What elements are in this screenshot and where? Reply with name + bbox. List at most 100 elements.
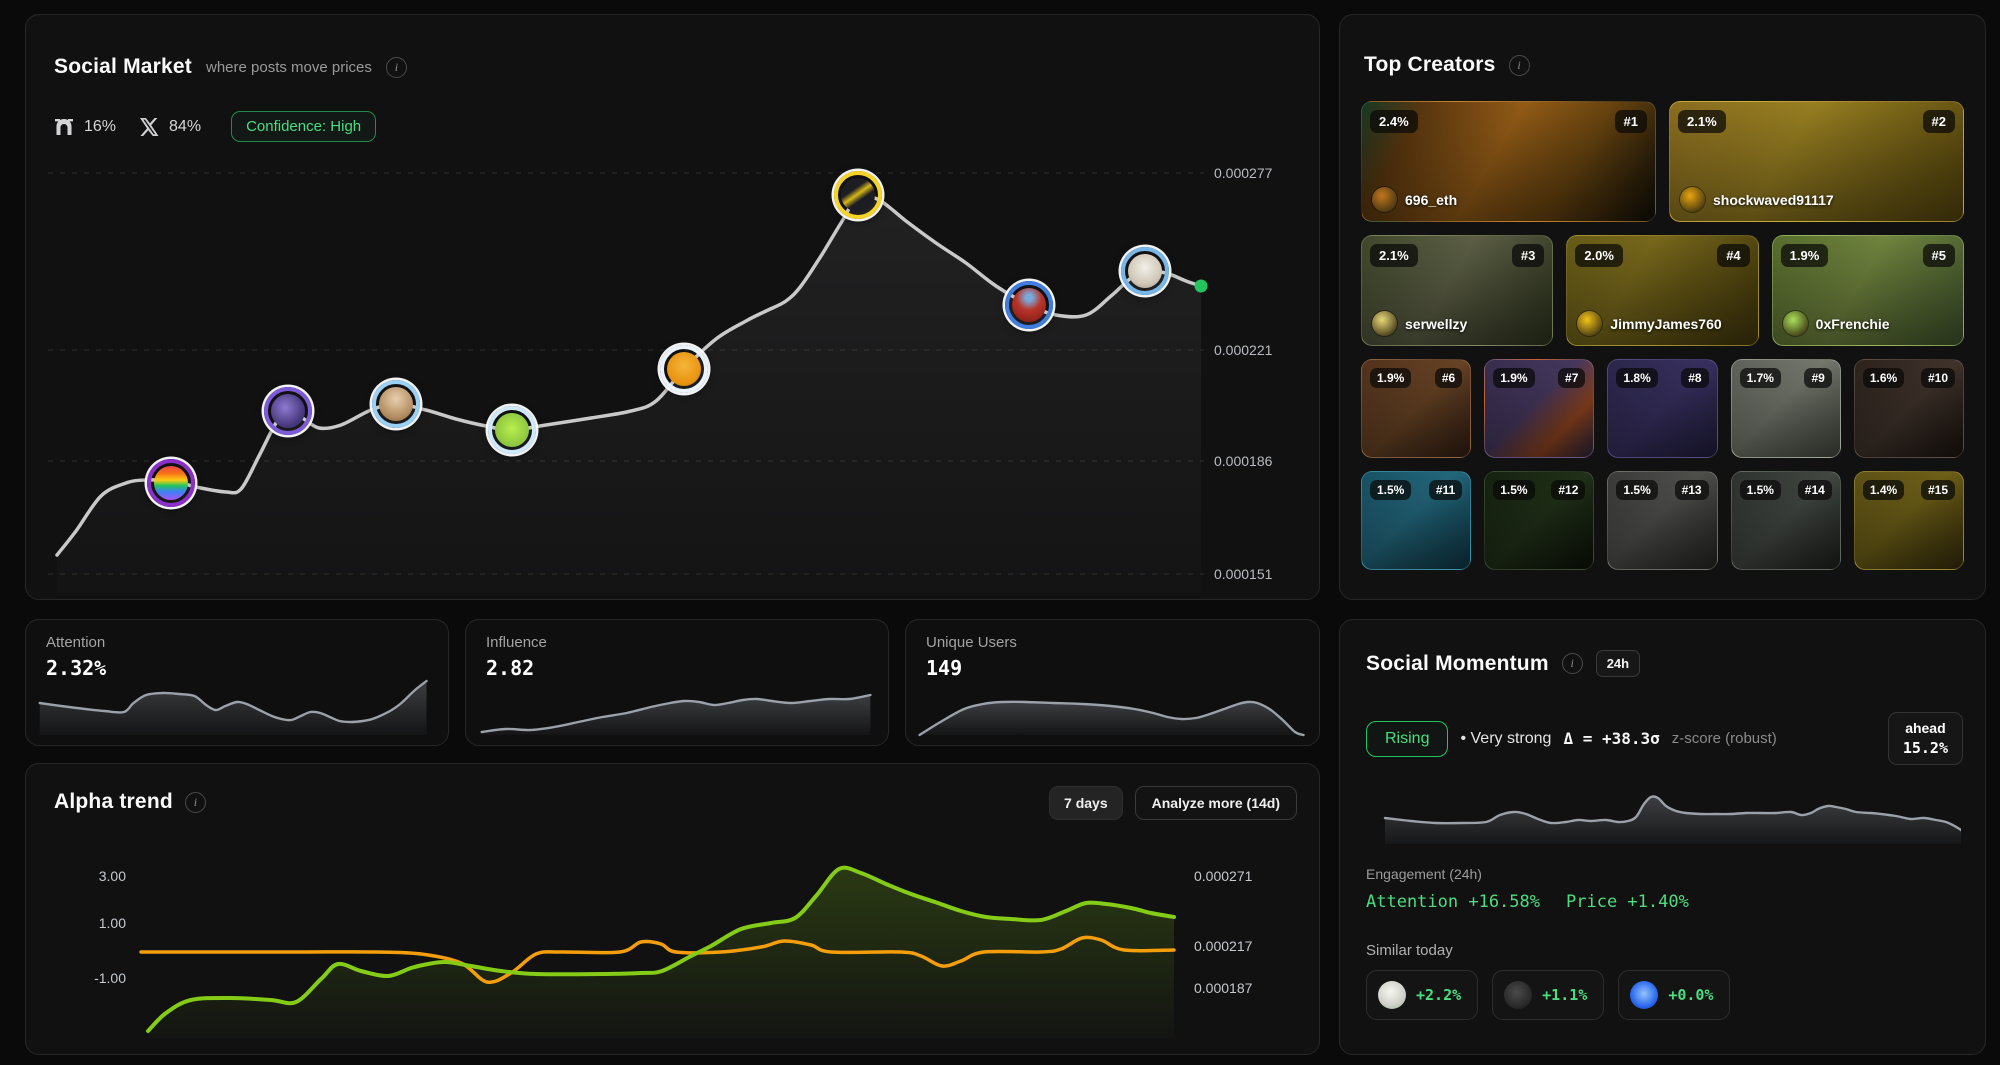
creator-card-14[interactable]: 1.5% #14: [1730, 471, 1841, 570]
creator-avatar-marker-3[interactable]: [372, 380, 420, 428]
analyze-more-button[interactable]: Analyze more (14d): [1134, 786, 1297, 820]
avatar-image: [154, 466, 188, 500]
creator-card-5[interactable]: 1.9% #5 0xFrenchie: [1771, 235, 1964, 346]
creator-card-11[interactable]: 1.5% #11: [1361, 471, 1472, 570]
similar-chip-2[interactable]: +1.1%: [1492, 970, 1605, 1020]
creator-avatar-marker-8[interactable]: [1121, 247, 1169, 295]
creator-card-6[interactable]: 1.9% #6: [1361, 359, 1472, 458]
creators-row: 1.5% #11 1.5% #12 1.5% #13 1.5% #14 1.4% #15: [1361, 471, 1965, 570]
creator-rank-badge: #1: [1614, 110, 1647, 133]
loop-avatar: [1504, 981, 1533, 1009]
similar-chip-3[interactable]: +0.0%: [1618, 970, 1731, 1020]
ahead-label: ahead: [1905, 720, 1946, 736]
creator-pct-badge: 1.4%: [1862, 480, 1905, 500]
similar-pct: +0.0%: [1668, 986, 1714, 1004]
metric-label: Unique Users: [926, 634, 1017, 651]
avatar-image: [1012, 288, 1046, 322]
info-icon[interactable]: i: [184, 791, 206, 813]
similar-chip-1[interactable]: +2.2%: [1366, 970, 1479, 1020]
creator-card-8[interactable]: 1.8% #8: [1607, 359, 1718, 458]
creator-rank-badge: #8: [1681, 368, 1709, 388]
creator-name-row: 696_eth: [1372, 187, 1457, 212]
range-7days-button[interactable]: 7 days: [1049, 786, 1123, 820]
svg-text:0.000217: 0.000217: [1194, 938, 1253, 954]
avatar-image: [379, 387, 413, 421]
creator-name: 0xFrenchie: [1815, 315, 1890, 332]
creator-name: serwellzy: [1405, 315, 1468, 332]
metric-value: 2.82: [486, 656, 535, 680]
creator-pct-badge: 1.6%: [1862, 368, 1905, 388]
svg-text:1.00: 1.00: [99, 915, 126, 931]
creator-card-10[interactable]: 1.6% #10: [1853, 359, 1965, 458]
social-momentum-panel: Social Momentum i 24h Rising • Very stro…: [1339, 619, 1986, 1055]
creator-rank-badge: #2: [1922, 110, 1955, 133]
price-change: Price +1.40%: [1566, 892, 1689, 912]
creator-avatar-marker-1[interactable]: [147, 459, 195, 507]
creator-card-12[interactable]: 1.5% #12: [1484, 471, 1595, 570]
confidence-badge: Confidence: High: [231, 111, 377, 142]
creator-pct-badge: 1.9%: [1370, 368, 1412, 388]
svg-text:0.000151: 0.000151: [1214, 566, 1273, 582]
creator-name: 696_eth: [1405, 191, 1458, 208]
window-24h-badge[interactable]: 24h: [1595, 650, 1641, 677]
creator-card-4[interactable]: 2.0% #4 JimmyJames760: [1566, 235, 1759, 346]
ahead-value: 15.2%: [1902, 738, 1948, 757]
creator-avatar: [1680, 187, 1705, 212]
creator-card-2[interactable]: 2.1% #2 shockwaved91117: [1669, 101, 1964, 222]
creator-avatar-marker-2[interactable]: [264, 387, 312, 435]
creator-card-15[interactable]: 1.4% #15: [1853, 471, 1965, 570]
alpha-trend-title: Alpha trend: [54, 790, 173, 813]
svg-text:0.000221: 0.000221: [1214, 342, 1273, 358]
creator-name-row: serwellzy: [1372, 311, 1467, 336]
social-momentum-title: Social Momentum: [1366, 651, 1549, 675]
info-icon[interactable]: i: [1561, 653, 1583, 674]
top-creators-panel: Top Creators i 2.4% #1 696_eth 2.1% #2 shockw…: [1339, 14, 1986, 600]
svg-text:-1.00: -1.00: [94, 970, 126, 986]
attention-metric-panel: Attention 2.32%: [25, 619, 449, 746]
avatar-image: [271, 394, 305, 428]
creators-grid: 2.4% #1 696_eth 2.1% #2 shockwaved91117 2.1% #3…: [1361, 101, 1965, 570]
creator-avatar-marker-5[interactable]: [660, 345, 708, 393]
svg-text:0.000271: 0.000271: [1194, 868, 1253, 884]
x-icon: [140, 117, 159, 136]
creator-avatar-marker-7[interactable]: [1005, 281, 1053, 329]
creator-pct-badge: 1.5%: [1739, 480, 1781, 500]
avatar-image: [667, 352, 701, 386]
influence-metric-panel: Influence 2.82: [465, 619, 889, 746]
creator-pct-badge: 1.8%: [1616, 368, 1658, 388]
creator-rank-badge: #12: [1551, 480, 1586, 500]
avatar-image: [495, 413, 529, 447]
creator-card-1[interactable]: 2.4% #1 696_eth: [1361, 101, 1656, 222]
price-chart: 0.000277 0.000221 0.000186 0.000151: [48, 165, 1273, 593]
creator-rank-badge: #5: [1922, 244, 1955, 267]
social-market-subtitle: where posts move prices: [206, 58, 372, 76]
creator-name-row: 0xFrenchie: [1782, 311, 1890, 336]
attention-change: Attention +16.58%: [1366, 892, 1540, 912]
metric-label: Influence: [486, 634, 547, 651]
svg-text:3.00: 3.00: [99, 868, 126, 884]
unique-users-sparkline: [912, 677, 1313, 739]
creator-avatar: [1782, 311, 1808, 336]
creator-avatar-marker-4[interactable]: [488, 406, 536, 454]
creator-avatar: [1577, 311, 1603, 336]
creator-avatar: [1372, 311, 1397, 336]
creator-card-13[interactable]: 1.5% #13: [1607, 471, 1718, 570]
similar-today-row: +2.2% +1.1% +0.0%: [1366, 970, 1731, 1020]
creator-avatar-marker-6[interactable]: [834, 171, 882, 219]
metric-value: 2.32%: [46, 656, 107, 680]
info-icon[interactable]: i: [1508, 54, 1530, 76]
creators-row: 2.4% #1 696_eth 2.1% #2 shockwaved91117: [1361, 101, 1964, 222]
creator-rank-badge: #10: [1920, 368, 1956, 388]
creator-card-7[interactable]: 1.9% #7: [1484, 359, 1595, 458]
creator-card-3[interactable]: 2.1% #3 serwellzy: [1361, 235, 1554, 346]
creator-card-9[interactable]: 1.7% #9: [1730, 359, 1841, 458]
info-icon[interactable]: i: [385, 56, 407, 78]
similar-pct: +1.1%: [1542, 986, 1588, 1004]
delta-value: Δ = +38.3σ: [1563, 729, 1660, 749]
engagement-label: Engagement (24h): [1366, 866, 1482, 882]
attention-sparkline: [32, 677, 442, 739]
top-creators-title: Top Creators: [1364, 53, 1496, 76]
x-share: 84%: [169, 117, 202, 135]
strength-label: • Very strong: [1460, 729, 1552, 747]
creator-name-row: shockwaved91117: [1680, 187, 1834, 212]
